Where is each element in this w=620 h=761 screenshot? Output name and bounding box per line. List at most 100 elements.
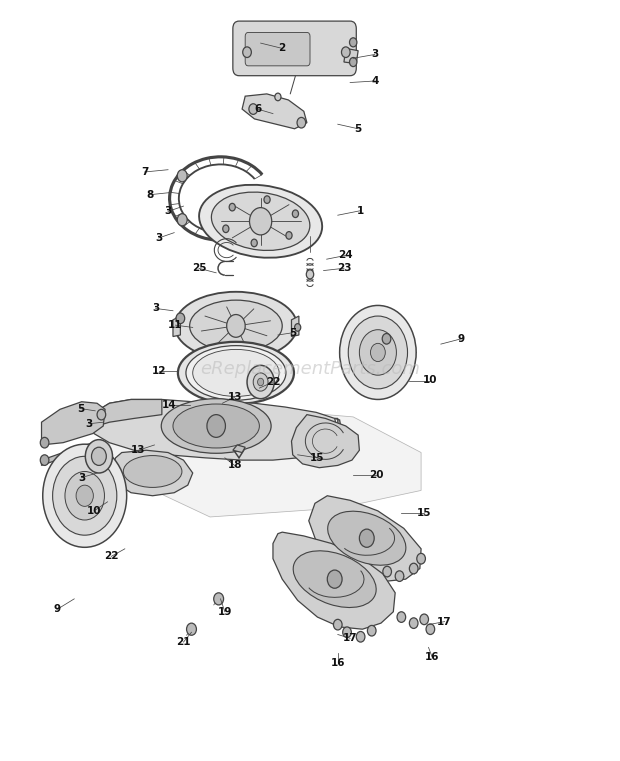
Text: 23: 23: [337, 263, 351, 273]
Circle shape: [350, 38, 357, 47]
Circle shape: [426, 624, 435, 635]
Text: eReplacementParts.com: eReplacementParts.com: [200, 360, 420, 378]
Circle shape: [187, 623, 197, 635]
Text: 16: 16: [330, 658, 345, 667]
Circle shape: [43, 444, 126, 547]
Circle shape: [275, 93, 281, 100]
Circle shape: [249, 208, 272, 235]
Ellipse shape: [328, 511, 406, 565]
Polygon shape: [42, 402, 105, 445]
Circle shape: [86, 440, 112, 473]
Circle shape: [417, 553, 425, 564]
Text: 6: 6: [254, 104, 261, 114]
Text: 9: 9: [458, 334, 465, 344]
Circle shape: [40, 438, 49, 448]
Text: 12: 12: [151, 366, 166, 377]
Text: 17: 17: [437, 616, 452, 626]
Text: 13: 13: [131, 445, 146, 455]
FancyBboxPatch shape: [233, 21, 356, 75]
Polygon shape: [309, 495, 421, 581]
Circle shape: [350, 58, 357, 67]
Text: 20: 20: [370, 470, 384, 480]
Polygon shape: [291, 415, 360, 468]
Circle shape: [53, 457, 117, 535]
Text: 19: 19: [218, 607, 232, 616]
Text: 22: 22: [104, 552, 118, 562]
Circle shape: [409, 563, 418, 574]
Ellipse shape: [173, 404, 259, 448]
FancyBboxPatch shape: [245, 33, 310, 66]
Circle shape: [342, 47, 350, 58]
Text: 18: 18: [228, 460, 242, 470]
Polygon shape: [93, 400, 338, 460]
Circle shape: [251, 239, 257, 247]
Ellipse shape: [186, 345, 286, 400]
Circle shape: [207, 415, 226, 438]
Text: 3: 3: [155, 233, 162, 243]
Circle shape: [286, 231, 292, 239]
Circle shape: [65, 472, 104, 520]
Text: 8: 8: [146, 189, 153, 199]
Text: 5: 5: [289, 328, 296, 338]
Circle shape: [214, 593, 224, 605]
Polygon shape: [97, 400, 162, 426]
Circle shape: [97, 409, 105, 420]
Circle shape: [382, 333, 391, 344]
Circle shape: [360, 529, 374, 547]
Circle shape: [242, 47, 251, 58]
Text: 21: 21: [176, 637, 191, 647]
Circle shape: [340, 305, 416, 400]
Text: 7: 7: [141, 167, 148, 177]
Circle shape: [249, 103, 257, 114]
Circle shape: [247, 365, 274, 399]
Circle shape: [92, 447, 106, 466]
Circle shape: [334, 619, 342, 630]
Circle shape: [253, 373, 268, 391]
Ellipse shape: [190, 300, 282, 352]
Circle shape: [409, 618, 418, 629]
Ellipse shape: [123, 456, 182, 487]
Ellipse shape: [175, 291, 297, 360]
Ellipse shape: [293, 551, 376, 607]
Ellipse shape: [211, 192, 310, 250]
Circle shape: [395, 571, 404, 581]
Ellipse shape: [199, 185, 322, 258]
Text: 1: 1: [357, 205, 364, 215]
Circle shape: [177, 170, 187, 182]
Text: 16: 16: [425, 652, 440, 662]
Ellipse shape: [193, 349, 279, 396]
Text: 5: 5: [77, 403, 84, 413]
Circle shape: [176, 313, 185, 323]
Polygon shape: [105, 407, 421, 517]
Circle shape: [76, 485, 94, 506]
Text: 14: 14: [162, 400, 177, 409]
Text: 15: 15: [310, 453, 325, 463]
Circle shape: [40, 455, 49, 466]
Circle shape: [360, 330, 396, 375]
Circle shape: [397, 612, 405, 622]
Text: 3: 3: [164, 206, 172, 216]
Text: 11: 11: [168, 320, 183, 330]
Text: 5: 5: [355, 124, 361, 134]
Polygon shape: [332, 419, 342, 445]
Circle shape: [368, 626, 376, 636]
Text: 17: 17: [343, 633, 358, 643]
Circle shape: [327, 570, 342, 588]
Polygon shape: [344, 49, 358, 64]
Circle shape: [293, 210, 298, 218]
Circle shape: [348, 316, 407, 389]
Text: 10: 10: [423, 375, 438, 386]
Polygon shape: [173, 316, 180, 336]
Circle shape: [356, 632, 365, 642]
Circle shape: [297, 117, 306, 128]
Text: 10: 10: [87, 506, 101, 516]
Polygon shape: [291, 316, 299, 336]
Circle shape: [294, 323, 301, 331]
Circle shape: [420, 614, 428, 625]
Polygon shape: [361, 321, 390, 382]
Circle shape: [223, 225, 229, 233]
Circle shape: [177, 214, 187, 226]
Text: 24: 24: [339, 250, 353, 260]
Circle shape: [343, 627, 352, 638]
Text: 4: 4: [371, 76, 378, 86]
